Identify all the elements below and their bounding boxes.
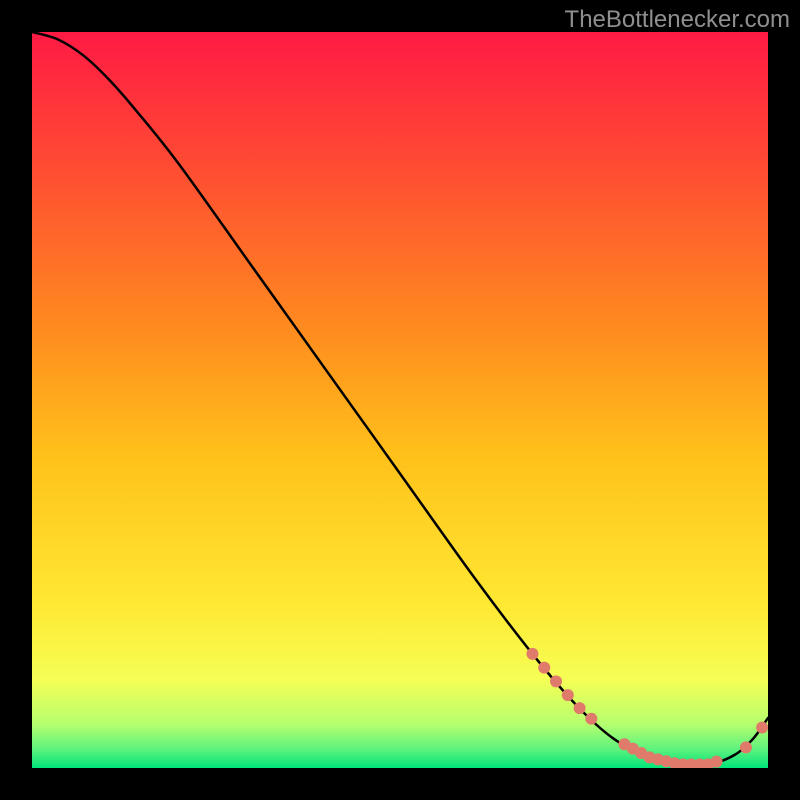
stage: TheBottlenecker.com — [0, 0, 800, 800]
plot-area — [32, 32, 768, 768]
data-marker — [562, 689, 574, 701]
data-marker — [538, 662, 550, 674]
data-marker — [740, 741, 752, 753]
data-marker — [550, 675, 562, 687]
data-marker — [756, 722, 768, 734]
data-marker — [585, 713, 597, 725]
gradient-background — [32, 32, 768, 768]
data-marker — [526, 648, 538, 660]
data-marker — [710, 756, 722, 768]
chart-svg — [32, 32, 768, 768]
watermark-text: TheBottlenecker.com — [565, 6, 790, 34]
data-marker — [574, 702, 586, 714]
